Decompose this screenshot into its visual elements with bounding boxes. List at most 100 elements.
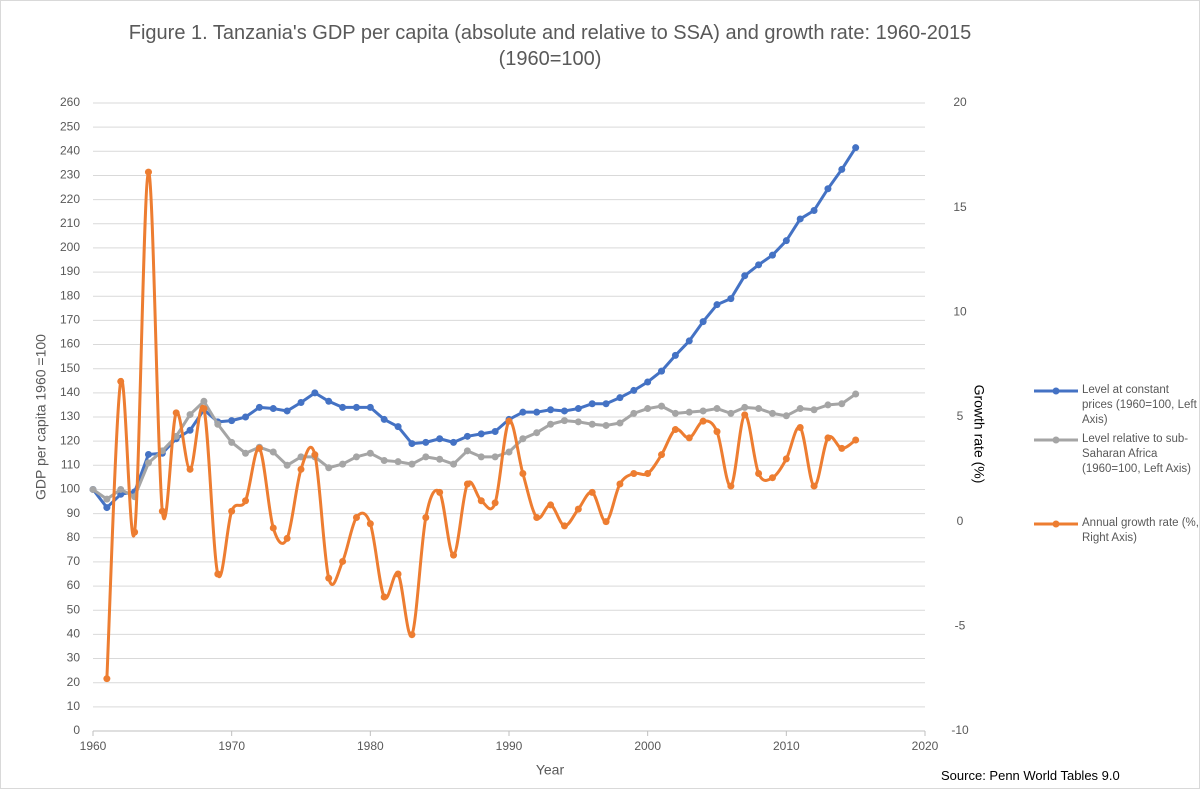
legend-marker xyxy=(1052,520,1060,528)
data-point xyxy=(755,405,763,413)
data-point xyxy=(366,403,374,411)
legend-label: Level relative to sub-Saharan Africa (19… xyxy=(1082,433,1192,475)
data-point xyxy=(602,400,610,408)
y-tick-label: 150 xyxy=(60,361,80,375)
data-point xyxy=(269,405,277,413)
data-point xyxy=(685,337,693,345)
data-point xyxy=(394,458,402,466)
y-axis-title: GDP per capita 1960 =100 xyxy=(33,334,49,500)
data-point xyxy=(852,436,860,444)
y-tick-label: 160 xyxy=(60,337,80,351)
data-point xyxy=(103,495,111,503)
data-point xyxy=(574,505,582,513)
data-point xyxy=(852,390,860,398)
data-point xyxy=(533,513,541,521)
data-point xyxy=(727,295,735,303)
data-point xyxy=(228,438,236,446)
data-point xyxy=(533,429,541,437)
data-point xyxy=(491,499,499,507)
data-point xyxy=(325,464,333,472)
data-point xyxy=(117,377,125,385)
y-tick-label: 60 xyxy=(67,578,81,592)
data-point xyxy=(477,430,485,438)
y-tick-label: 50 xyxy=(67,602,81,616)
y-tick-label: 0 xyxy=(73,723,80,737)
data-point xyxy=(547,501,555,509)
data-point xyxy=(671,426,679,434)
data-point xyxy=(741,411,749,419)
y-tick-label: 20 xyxy=(67,675,81,689)
x-tick-label: 1970 xyxy=(218,739,245,753)
data-point xyxy=(852,144,860,152)
data-point xyxy=(311,451,319,459)
data-point xyxy=(297,465,305,473)
data-point xyxy=(325,574,333,582)
data-point xyxy=(214,420,222,428)
data-point xyxy=(463,480,471,488)
data-point xyxy=(741,403,749,411)
data-point xyxy=(658,451,666,459)
data-point xyxy=(533,408,541,416)
data-point xyxy=(297,453,305,461)
data-point xyxy=(283,407,291,415)
data-point xyxy=(685,408,693,416)
y-tick-label: 100 xyxy=(60,482,80,496)
y-tick-label: 190 xyxy=(60,264,80,278)
y-tick-label: 250 xyxy=(60,119,80,133)
data-point xyxy=(394,570,402,578)
data-point xyxy=(477,453,485,461)
data-point xyxy=(228,507,236,515)
data-point xyxy=(727,409,735,417)
data-point xyxy=(505,417,513,425)
source-note: Source: Penn World Tables 9.0 xyxy=(941,768,1120,783)
data-point xyxy=(200,405,208,413)
data-point xyxy=(339,557,347,565)
data-point xyxy=(186,465,194,473)
data-point xyxy=(450,551,458,559)
x-tick-label: 1990 xyxy=(496,739,523,753)
data-point xyxy=(519,435,527,443)
data-point xyxy=(450,460,458,468)
data-point xyxy=(352,453,360,461)
x-tick-label: 1960 xyxy=(80,739,107,753)
y-tick-label: 200 xyxy=(60,240,80,254)
data-point xyxy=(408,631,416,639)
data-point xyxy=(741,272,749,280)
y-tick-label: 210 xyxy=(60,216,80,230)
data-point xyxy=(796,215,804,223)
data-point xyxy=(352,513,360,521)
data-point xyxy=(685,434,693,442)
data-point xyxy=(491,453,499,461)
data-point xyxy=(560,522,568,530)
x-axis-title: Year xyxy=(536,762,565,778)
data-point xyxy=(380,415,388,423)
data-point xyxy=(408,440,416,448)
y2-tick-label: -5 xyxy=(955,619,966,633)
data-point xyxy=(699,417,707,425)
data-point xyxy=(103,504,111,512)
data-point xyxy=(838,400,846,408)
data-point xyxy=(477,497,485,505)
data-point xyxy=(283,534,291,542)
data-point xyxy=(810,406,818,414)
data-point xyxy=(325,397,333,405)
data-point xyxy=(436,435,444,443)
data-point xyxy=(172,409,180,417)
data-point xyxy=(644,470,652,478)
data-point xyxy=(713,301,721,309)
y-tick-label: 240 xyxy=(60,143,80,157)
data-point xyxy=(796,423,804,431)
data-point xyxy=(519,470,527,478)
data-point xyxy=(699,318,707,326)
data-point xyxy=(699,407,707,415)
legend-label: Annual growth rate (%, Right Axis) xyxy=(1082,517,1199,544)
data-point xyxy=(380,456,388,464)
data-point xyxy=(810,206,818,214)
data-point xyxy=(422,453,430,461)
data-point xyxy=(658,367,666,375)
data-point xyxy=(144,168,152,176)
data-point xyxy=(103,675,111,683)
y-tick-label: 180 xyxy=(60,288,80,302)
